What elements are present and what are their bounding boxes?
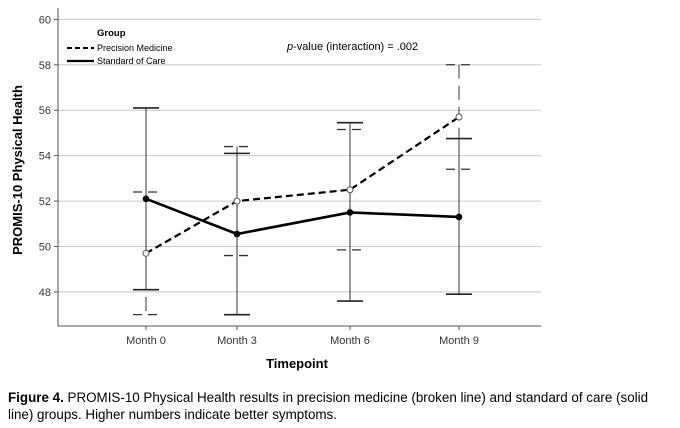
gridlines (58, 18, 541, 293)
x-tick-label: Month 0 (126, 335, 166, 347)
axes: 48 50 52 54 56 58 60 Month 0 Month 3 Month 6 Month… (39, 8, 541, 347)
y-tick-label: 50 (39, 242, 51, 254)
annotation-italic: p (286, 41, 293, 53)
interaction-annotation: p-value (interaction) = .002 (286, 41, 418, 53)
point-standard (455, 213, 463, 221)
y-tick-label: 58 (39, 60, 51, 72)
series-line-standard (145, 197, 460, 236)
y-tick-label: 48 (39, 287, 51, 299)
y-tick-label: 52 (39, 196, 51, 208)
point-precision (455, 113, 463, 121)
x-axis-title: Timepoint (266, 356, 329, 371)
legend-title: Group (97, 28, 126, 39)
annotation-text: -value (interaction) = .002 (293, 41, 418, 53)
point-standard (233, 230, 241, 238)
legend: Group Precision Medicine Standard of Car… (67, 28, 173, 66)
point-standard (346, 209, 354, 216)
point-precision (142, 249, 150, 257)
point-precision (346, 186, 354, 194)
series-line-precision (145, 116, 460, 255)
legend-label-standard: Standard of Care (97, 56, 166, 66)
series-layer (133, 64, 472, 316)
chart: 48 50 52 54 56 58 60 Month 0 Month 3 Month 6 Month… (10, 8, 541, 371)
y-tick-label: 56 (39, 105, 51, 117)
x-tick-label: Month 3 (217, 335, 257, 347)
y-tick-label: 54 (39, 151, 51, 163)
point-standard (142, 195, 150, 203)
caption-text: PROMIS-10 Physical Health results in pre… (8, 390, 649, 422)
legend-label-precision: Precision Medicine (97, 43, 173, 53)
figure-caption: Figure 4. PROMIS-10 Physical Health resu… (8, 389, 676, 423)
y-tick-label: 60 (39, 14, 51, 26)
point-precision (233, 197, 241, 205)
x-tick-label: Month 9 (439, 335, 479, 347)
caption-label: Figure 4. (8, 390, 64, 405)
y-axis-title: PROMIS-10 Physical Health (10, 85, 25, 255)
x-tick-label: Month 6 (330, 335, 370, 347)
